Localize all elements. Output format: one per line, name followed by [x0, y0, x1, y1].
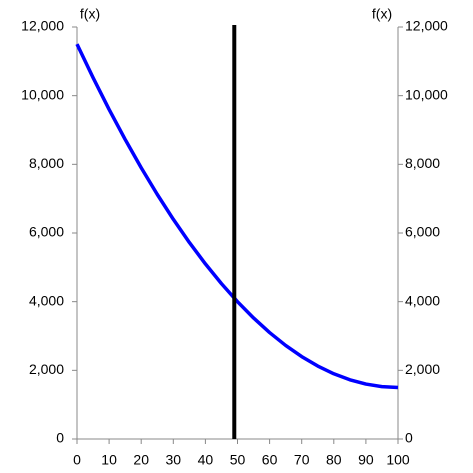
- x-tick-label: 0: [73, 452, 81, 468]
- y2-tick-label: 6,000: [405, 224, 440, 240]
- y-tick-label: 10,000: [21, 86, 64, 102]
- y2-tick-label: 10,000: [405, 86, 448, 102]
- y-tick-label: 4,000: [29, 292, 64, 308]
- y-tick-label: 0: [56, 430, 64, 446]
- x-tick-label: 10: [101, 452, 117, 468]
- x-tick-label: 90: [358, 452, 374, 468]
- x-tick-label: 60: [262, 452, 278, 468]
- x-tick-label: 30: [166, 452, 182, 468]
- y-axis-label: f(x): [80, 6, 100, 22]
- x-tick-label: 50: [230, 452, 246, 468]
- y2-tick-label: 0: [405, 430, 413, 446]
- x-tick-label: 40: [198, 452, 214, 468]
- x-tick-label: 20: [133, 452, 149, 468]
- y2-tick-label: 4,000: [405, 292, 440, 308]
- y-tick-label: 2,000: [29, 361, 64, 377]
- line-series: [75, 43, 399, 390]
- y-tick-label: 6,000: [29, 224, 64, 240]
- y2-tick-label: 8,000: [405, 155, 440, 171]
- y2-axis-label: f(x): [372, 6, 392, 22]
- y2-tick-label: 12,000: [405, 18, 448, 34]
- x-tick-label: 80: [326, 452, 342, 468]
- y-tick-label: 12,000: [21, 18, 64, 34]
- y2-tick-label: 2,000: [405, 361, 440, 377]
- x-tick-label: 70: [294, 452, 310, 468]
- y-tick-label: 8,000: [29, 155, 64, 171]
- x-tick-label: 100: [386, 452, 410, 468]
